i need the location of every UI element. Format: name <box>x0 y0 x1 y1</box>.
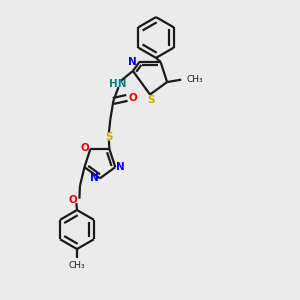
Text: S: S <box>148 95 155 105</box>
Text: CH₃: CH₃ <box>69 261 85 270</box>
Text: O: O <box>128 93 137 103</box>
Text: O: O <box>81 143 89 153</box>
Text: N: N <box>90 173 99 183</box>
Text: O: O <box>68 195 77 205</box>
Text: S: S <box>105 132 112 142</box>
Text: HN: HN <box>110 79 127 88</box>
Text: N: N <box>128 57 137 67</box>
Text: CH₃: CH₃ <box>186 75 202 84</box>
Text: N: N <box>116 162 125 172</box>
